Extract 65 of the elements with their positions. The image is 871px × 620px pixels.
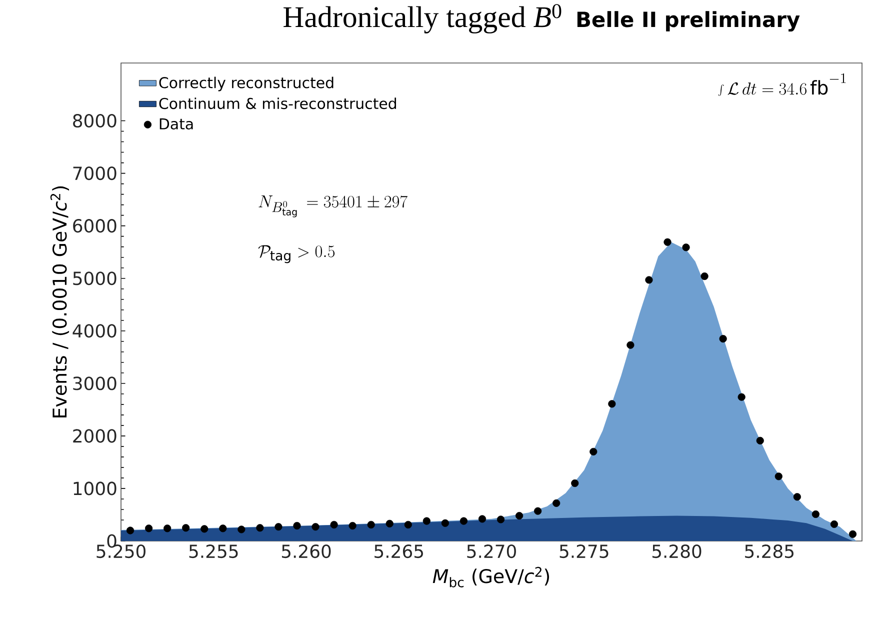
point	[312, 523, 320, 531]
y-tick-label: 4000	[72, 324, 116, 338]
point	[590, 448, 598, 456]
x-tick-label: 5.280	[652, 544, 702, 558]
point	[460, 517, 468, 525]
point	[126, 526, 134, 534]
point	[496, 516, 505, 524]
point	[552, 499, 560, 507]
point	[422, 517, 430, 525]
x-axis-title: M$_{bc}$ (GeV/c$^{2}$)	[432, 566, 550, 588]
point	[719, 334, 727, 343]
point	[219, 524, 227, 532]
point	[348, 522, 356, 530]
point	[738, 393, 746, 401]
point	[478, 515, 486, 523]
y-tick-label: 6000	[73, 219, 116, 233]
point	[144, 524, 153, 532]
y-tick-label: 8000	[73, 114, 116, 128]
point	[571, 479, 579, 488]
point	[515, 512, 524, 520]
point	[626, 341, 634, 349]
point	[608, 400, 616, 408]
y-tick-label: 1000	[74, 482, 116, 496]
legend-label: Continuum & mis-reconstructed	[159, 98, 396, 110]
point	[200, 525, 208, 533]
x-tick-label: 5.255	[189, 544, 238, 558]
point	[182, 524, 190, 532]
x-tick-label: 5.265	[374, 544, 423, 558]
point	[164, 524, 172, 532]
point	[756, 436, 764, 444]
point	[682, 244, 690, 252]
point	[293, 522, 301, 530]
x-tick-label: 5.270	[467, 544, 516, 558]
point	[274, 523, 282, 531]
point	[645, 276, 653, 284]
point	[793, 493, 801, 501]
point	[664, 238, 672, 246]
point	[404, 520, 412, 528]
point	[700, 272, 708, 280]
y-axis-title: Events / (0.0010 GeV/c$^{2}$)	[50, 186, 70, 418]
legend-label: Correctly reconstructed	[159, 76, 334, 92]
x-tick-label: 5.275	[560, 544, 608, 558]
point	[256, 524, 264, 532]
annotation: $\int\mathcal{L}\,dt = 34.6\,\mathrm{fb}^{-1}$	[718, 73, 846, 96]
chart-title: Hadronically tagged B$^{0}$	[284, 4, 562, 34]
annotation: $N_{B^0_{\mathrm{tag}}}\,=35401 \pm 297$	[258, 195, 408, 218]
legend-label: Data	[160, 118, 193, 130]
point	[848, 530, 857, 538]
y-tick-label: 2000	[73, 429, 116, 443]
point	[441, 519, 449, 527]
y-tick-label: 3000	[73, 376, 116, 390]
x-tick-label: 5.260	[282, 544, 331, 558]
point	[812, 510, 820, 518]
point	[774, 472, 782, 480]
x-tick-label: 5.285	[745, 544, 794, 558]
y-tick-label: 5000	[73, 272, 116, 286]
annotation: $\mathcal{P}_{\mathrm{tag}} > 0.5$	[258, 245, 335, 264]
y-tick-label: 7000	[73, 166, 116, 180]
point	[367, 520, 375, 528]
point	[238, 526, 246, 534]
point	[386, 520, 394, 528]
point	[830, 520, 838, 528]
point	[534, 507, 542, 515]
point	[330, 520, 338, 528]
chart-subtitle: Belle II preliminary	[577, 11, 800, 32]
